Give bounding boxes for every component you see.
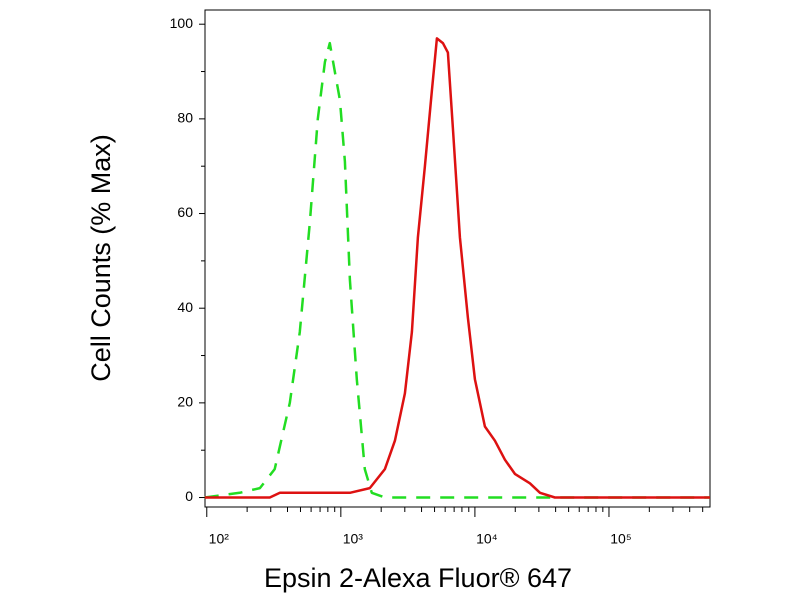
- y-tick-label: 100: [170, 15, 194, 31]
- y-tick-label: 0: [185, 488, 193, 504]
- x-tick-label: 10³: [343, 531, 364, 547]
- histogram-line: [204, 37, 710, 499]
- y-tick-label: 80: [177, 110, 193, 126]
- x-tick-label: 10⁵: [610, 531, 631, 547]
- y-axis-title: Cell Counts (% Max): [86, 134, 116, 382]
- plot-frame: [204, 9, 711, 508]
- x-tick-label: 10⁴: [476, 531, 498, 547]
- y-tick-label: 20: [177, 394, 193, 410]
- x-tick-label: 10²: [209, 531, 230, 547]
- y-tick-label: 60: [177, 204, 193, 220]
- x-axis-title: Epsin 2-Alexa Fluor® 647: [264, 563, 572, 593]
- y-tick-label: 40: [177, 299, 193, 315]
- histogram-line: [204, 41, 710, 499]
